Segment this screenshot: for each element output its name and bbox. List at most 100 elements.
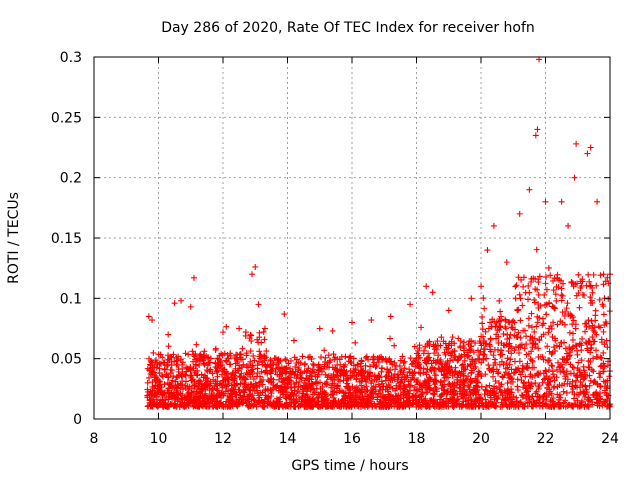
data-point: [560, 339, 567, 346]
data-point: [322, 393, 329, 400]
data-point: [201, 348, 208, 355]
data-point: [472, 398, 479, 405]
data-point: [329, 327, 336, 334]
data-point: [334, 402, 341, 409]
data-point: [191, 398, 198, 405]
x-tick-label: 20: [472, 431, 490, 447]
data-point: [387, 313, 394, 320]
data-point: [256, 399, 263, 406]
data-point: [203, 400, 210, 407]
data-point: [560, 388, 567, 395]
data-point: [534, 313, 541, 320]
data-point: [376, 383, 383, 390]
data-point: [448, 398, 455, 405]
data-point: [531, 328, 538, 335]
data-point: [165, 396, 172, 403]
data-point: [261, 325, 268, 332]
data-point: [480, 351, 487, 358]
data-point: [443, 391, 450, 398]
data-point: [309, 366, 316, 373]
data-point: [237, 354, 244, 361]
data-point: [582, 328, 589, 335]
data-point: [163, 362, 170, 369]
data-point: [334, 383, 341, 390]
data-point: [505, 388, 512, 395]
data-point: [527, 337, 534, 344]
data-point: [573, 372, 580, 379]
data-point: [317, 385, 324, 392]
data-point: [409, 393, 416, 400]
data-point: [168, 354, 175, 361]
data-point: [565, 222, 572, 229]
data-point: [539, 379, 546, 386]
data-point: [603, 320, 610, 327]
data-point: [327, 357, 334, 364]
data-point: [526, 186, 533, 193]
data-point: [558, 285, 565, 292]
data-point: [431, 391, 438, 398]
data-point: [449, 356, 456, 363]
data-point: [183, 364, 190, 371]
data-point: [244, 402, 251, 409]
data-point: [498, 358, 505, 365]
data-point: [149, 383, 156, 390]
data-point: [543, 403, 550, 410]
data-point: [567, 370, 574, 377]
data-point: [178, 402, 185, 409]
data-point: [589, 325, 596, 332]
data-point: [164, 362, 171, 369]
data-point: [405, 381, 412, 388]
data-point: [329, 364, 336, 371]
data-point: [352, 385, 359, 392]
data-point: [177, 356, 184, 363]
data-point: [369, 403, 376, 410]
data-point: [347, 358, 354, 365]
data-point: [305, 398, 312, 405]
data-point: [546, 357, 553, 364]
data-point: [467, 343, 474, 350]
data-point: [575, 359, 582, 366]
data-point: [585, 271, 592, 278]
data-point: [403, 374, 410, 381]
data-point: [248, 338, 255, 344]
data-point: [283, 401, 290, 408]
data-point: [437, 360, 444, 367]
data-point: [532, 390, 539, 397]
data-point: [540, 356, 547, 363]
data-point: [264, 402, 271, 409]
data-point: [542, 198, 549, 205]
data-point: [550, 384, 557, 391]
data-point: [525, 379, 532, 386]
data-point: [600, 328, 607, 335]
data-point: [558, 292, 565, 299]
data-point: [484, 391, 491, 398]
data-point: [446, 381, 453, 388]
data-point: [423, 401, 430, 408]
data-point: [314, 394, 321, 401]
data-point: [590, 271, 597, 278]
data-point: [161, 366, 168, 373]
data-point: [539, 315, 546, 322]
data-point: [243, 362, 250, 369]
data-point: [524, 296, 531, 303]
data-point: [464, 353, 471, 360]
data-point: [358, 357, 365, 364]
data-point: [486, 346, 493, 353]
data-point: [490, 385, 497, 392]
data-point: [604, 397, 611, 404]
data-point: [268, 390, 275, 397]
data-point: [560, 280, 567, 287]
data-point: [219, 377, 226, 384]
data-point: [594, 381, 601, 388]
data-point: [569, 321, 576, 328]
data-point: [557, 368, 564, 375]
data-point: [451, 380, 458, 387]
data-point: [262, 369, 269, 376]
data-point: [575, 289, 582, 296]
data-point: [557, 318, 564, 325]
data-point: [567, 402, 574, 409]
data-point: [553, 297, 560, 304]
data-point: [194, 371, 201, 378]
data-point: [284, 402, 291, 409]
data-point: [207, 355, 214, 362]
